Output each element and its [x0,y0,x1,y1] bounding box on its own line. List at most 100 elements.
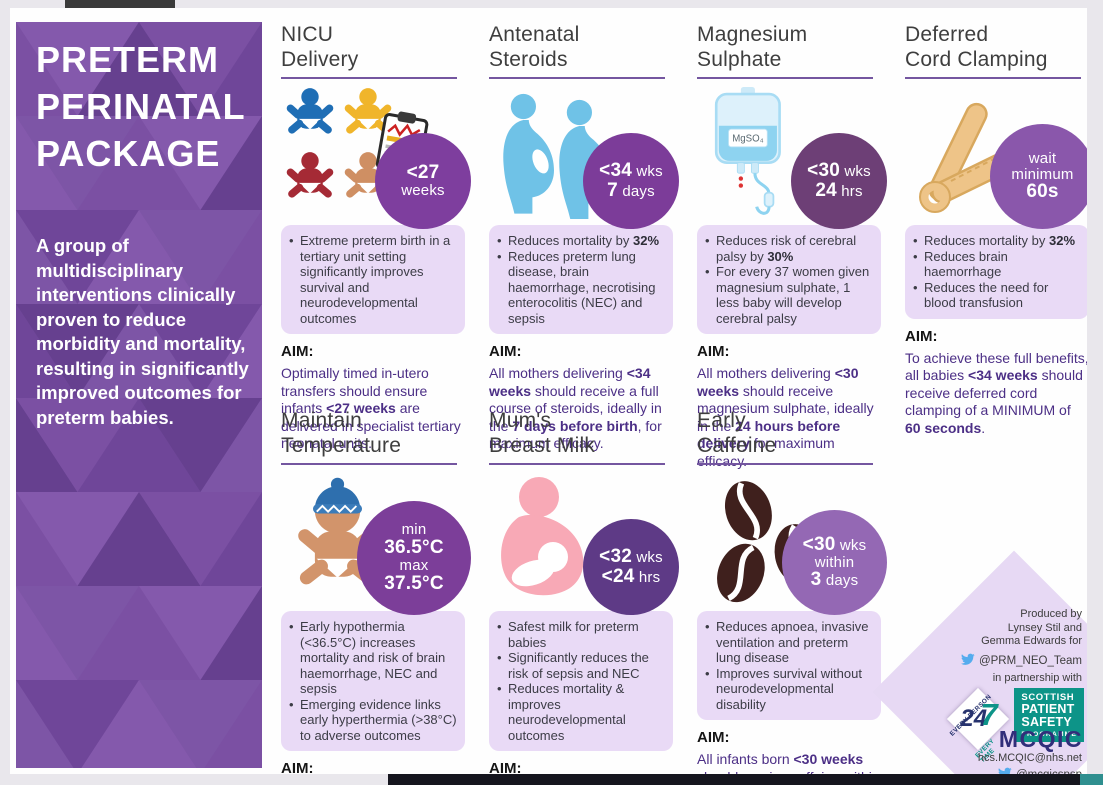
mcqic-logo-text: MCQIC [998,726,1083,752]
bullet-item: Reduces apnoea, invasive ventilation and… [705,619,874,666]
corner-accent [1080,774,1103,785]
mcqic-handle: @mcqicspsp [1016,769,1082,774]
poster-title-line: PRETERM [36,39,220,80]
badge-line: max [399,557,429,574]
evidence-bullets: Reduces apnoea, invasive ventilation and… [697,611,881,720]
badge-line: 24 hrs [815,180,863,201]
spsp-line: SAFETY [1021,715,1072,730]
badge-line: within [814,553,855,571]
logo-row: EVERY PERSON 24 7 EVERY TIME SCOTTISH PA… [947,687,1084,764]
aim-label: AIM: [489,343,522,360]
title-underline [281,463,457,465]
icon-area: MgSO₄ <30 wks 24 hrs [697,87,887,229]
produced-line: Produced by [1020,608,1082,620]
poster-title: PRETERM PERINATAL PACKAGE [36,36,246,177]
icon-area: wait minimum 60s [905,87,1087,229]
title-underline [281,77,457,79]
spsp-line: PROGRAMME [1021,731,1077,739]
poster-canvas: PRETERM PERINATAL PACKAGE A group of mul… [10,8,1087,774]
timing-badge: <27 weeks [375,133,471,229]
bullet-item: Early hypothermia (<36.5°C) increases mo… [289,619,458,697]
bullet-item: Reduces mortality & improves neurodevelo… [497,681,666,743]
aim-text: To achieve these full benefits, all babi… [905,349,1087,436]
badge-line: 37.5°C [384,572,444,594]
badge-line: minimum [1011,165,1074,183]
badge-line: min [401,521,427,539]
aim-label: AIM: [697,729,730,746]
bullet-item: Improves survival without neurodevelopme… [705,666,874,713]
section-title: Magnesium Sulphate [697,23,808,71]
aim-label: AIM: [697,343,730,360]
aim-label: AIM: [281,760,314,774]
evidence-bullets: Reduces mortality by 32%Reduces brain ha… [905,225,1087,319]
badge-line: 3 days [810,569,859,591]
badge-line: wait [1028,149,1057,167]
window-bottom-bar [388,774,1103,785]
team-handle: @PRM_NEO_Team [978,655,1082,667]
section-title: Early Caffeine [697,409,777,457]
title-underline [489,77,665,79]
spsp-line: PATIENT [1021,701,1075,716]
evidence-bullets: Safest milk for preterm babiesSignifican… [489,611,673,751]
badge-line: <30 wks [807,160,871,182]
badge-line: <34 wks [599,160,663,182]
spsp-line: SCOTTISH [1021,692,1075,703]
icon-area: <30 wks within 3 days [697,473,887,615]
aim-text: All infants born <30 weeks should receiv… [697,751,880,774]
timing-badge: <30 wks within 3 days [782,510,887,615]
badge-line: <24 hrs [601,566,661,587]
timing-badge: <32 wks <24 hrs [583,519,679,615]
svg-text:MgSO₄: MgSO₄ [732,134,763,145]
icon-area: <27 weeks [281,87,471,229]
title-underline [697,77,873,79]
bullet-item: Reduces preterm lung disease, brain haem… [497,249,666,327]
title-underline [697,463,873,465]
partnership-text: in partnership with [992,672,1082,684]
bullet-item: For every 37 women given magnesium sulph… [705,264,874,326]
title-underline [489,463,665,465]
section-title: NICU Delivery [281,23,359,71]
produced-by-text: Produced by Lynsey Stil and Gemma Edward… [981,608,1082,649]
evidence-bullets: Extreme preterm birth in a tertiary unit… [281,225,465,334]
poster-title-line: PACKAGE [36,133,221,174]
triangle-mosaic-background [16,22,262,768]
twitter-icon [960,652,975,670]
iv-bag-icon: MgSO₄ [697,87,812,224]
badge-line: weeks [401,182,445,200]
badge-line: <30 wks [802,533,867,555]
sidebar: PRETERM PERINATAL PACKAGE A group of mul… [16,22,262,768]
section-title: Mum's Breast Milk [489,409,596,457]
section-title: Maintain Temperature [281,409,402,457]
aim-label: AIM: [905,327,938,345]
breastfeeding-icon [489,473,619,610]
bullet-item: Safest milk for preterm babies [497,619,666,650]
bullet-item: Reduces risk of cerebral palsy by 30% [705,233,874,264]
icon-area: <34 wks 7 days [489,87,679,229]
spsp-logo-box: SCOTTISH PATIENT SAFETY PROGRAMME [1014,688,1084,743]
timing-badge: min 36.5°C max 37.5°C [357,501,471,615]
spsp-247-diamond-logo: EVERY PERSON 24 7 EVERY TIME [947,687,1010,764]
badge-line: <27 [406,162,440,184]
bullet-item: Emerging evidence links early hypertherm… [289,697,458,744]
bullet-item: Significantly reduces the risk of sepsis… [497,650,666,681]
bullet-item: Reduces mortality by 32% [913,233,1082,249]
section-title: Antenatal Steroids [489,23,580,71]
aim-label: AIM: [489,760,522,774]
bullet-item: Reduces brain haemorrhage [913,249,1082,280]
evidence-bullets: Early hypothermia (<36.5°C) increases mo… [281,611,465,751]
twitter-icon [997,766,1012,774]
poster-title-line: PERINATAL [36,86,246,127]
evidence-bullets: Reduces risk of cerebral palsy by 30%For… [697,225,881,334]
title-underline [905,77,1081,79]
aim-text: Optimally timed in-utero transfers shoul… [281,365,461,451]
bullet-item: Reduces mortality by 32% [497,233,666,249]
badge-line: 36.5°C [384,537,444,559]
